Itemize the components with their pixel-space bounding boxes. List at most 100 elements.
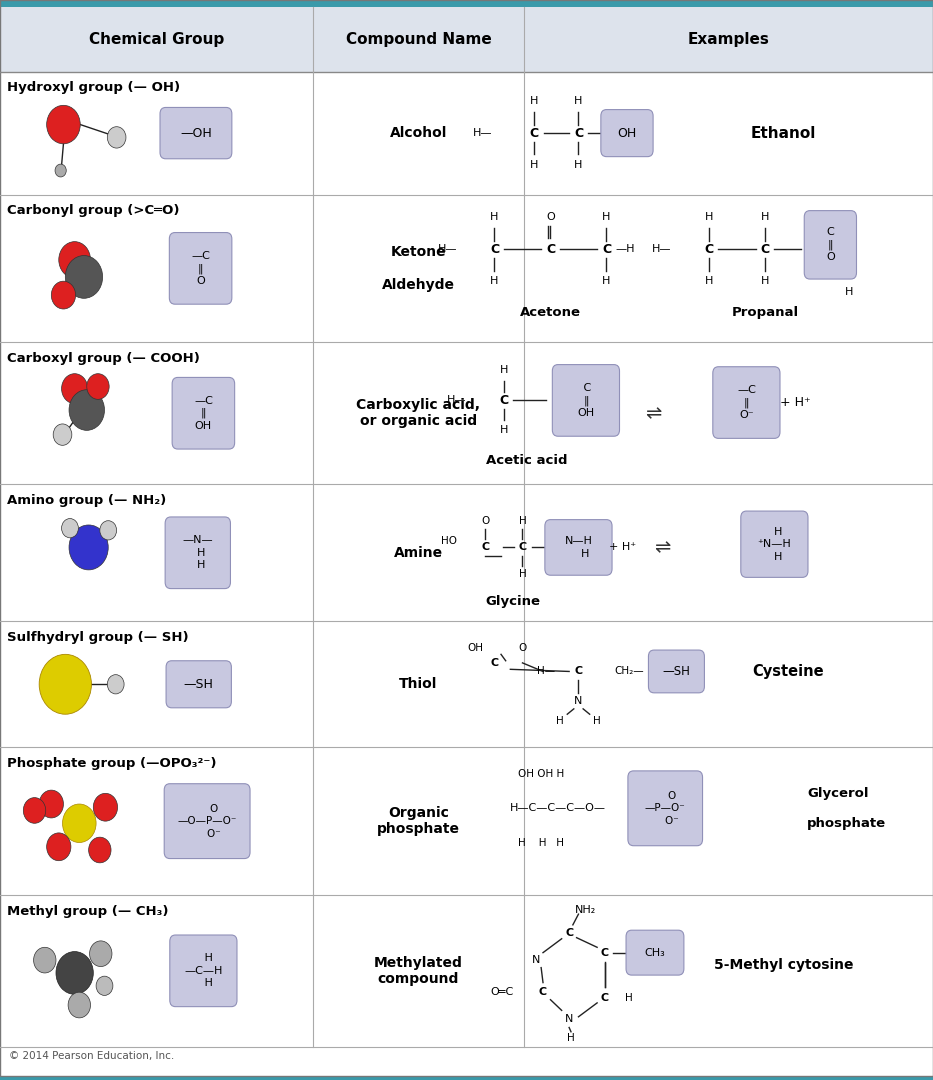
Text: H
⁺N—H
  H: H ⁺N—H H xyxy=(758,527,791,562)
Text: Amino group (— NH₂): Amino group (— NH₂) xyxy=(7,494,167,507)
Circle shape xyxy=(56,951,93,995)
Text: O
—O—P—O⁻
    O⁻: O —O—P—O⁻ O⁻ xyxy=(177,804,237,838)
Text: Methylated
compound: Methylated compound xyxy=(374,956,463,986)
Text: N: N xyxy=(565,1014,573,1024)
Text: —C
‖
O: —C ‖ O xyxy=(191,251,210,286)
Text: H—: H— xyxy=(447,395,466,405)
Text: ⇌: ⇌ xyxy=(645,404,661,422)
Text: O: O xyxy=(519,643,526,653)
FancyBboxPatch shape xyxy=(164,784,250,859)
Text: Ethanol: Ethanol xyxy=(751,125,816,140)
Text: H: H xyxy=(491,212,498,222)
Text: Glycerol: Glycerol xyxy=(807,787,869,800)
Text: C: C xyxy=(481,542,489,553)
Text: H: H xyxy=(500,426,508,435)
Text: NH₂: NH₂ xyxy=(576,905,596,915)
Text: H—: H— xyxy=(473,129,493,138)
Bar xyxy=(0,342,933,484)
Text: C: C xyxy=(546,243,555,256)
Text: Phosphate group (—OPO₃²⁻): Phosphate group (—OPO₃²⁻) xyxy=(7,757,217,770)
FancyBboxPatch shape xyxy=(626,930,684,975)
FancyBboxPatch shape xyxy=(713,367,780,438)
Text: C: C xyxy=(760,243,770,256)
Text: H: H xyxy=(705,212,713,222)
FancyBboxPatch shape xyxy=(545,519,612,576)
Text: Acetone: Acetone xyxy=(520,306,581,319)
Text: Methyl group (— CH₃): Methyl group (— CH₃) xyxy=(7,905,169,918)
Text: Organic
phosphate: Organic phosphate xyxy=(377,806,460,836)
Text: OH: OH xyxy=(618,126,636,139)
Text: Carboxyl group (— COOH): Carboxyl group (— COOH) xyxy=(7,352,201,365)
Text: Glycine: Glycine xyxy=(486,595,540,608)
Text: H: H xyxy=(603,276,610,286)
FancyBboxPatch shape xyxy=(804,211,856,279)
Text: C: C xyxy=(499,394,508,407)
Text: H: H xyxy=(500,365,508,376)
Text: —H: —H xyxy=(616,244,635,254)
Text: Thiol: Thiol xyxy=(399,677,438,691)
Text: Cysteine: Cysteine xyxy=(753,664,824,679)
Text: Ketone

Aldehyde: Ketone Aldehyde xyxy=(382,245,455,292)
Circle shape xyxy=(51,281,76,309)
Text: H: H xyxy=(625,993,633,1002)
Bar xyxy=(0,71,933,194)
Text: C: C xyxy=(519,542,526,553)
Text: —SH: —SH xyxy=(184,678,214,691)
Bar xyxy=(0,747,933,895)
Bar xyxy=(0,8,933,71)
Text: N—H
    H: N—H H xyxy=(564,537,592,558)
FancyBboxPatch shape xyxy=(601,109,653,157)
Text: 5-Methyl cytosine: 5-Methyl cytosine xyxy=(714,958,854,972)
Text: C: C xyxy=(490,243,499,256)
Text: C: C xyxy=(601,993,608,1002)
FancyBboxPatch shape xyxy=(552,365,620,436)
Circle shape xyxy=(68,993,91,1017)
Circle shape xyxy=(39,791,63,818)
Text: C: C xyxy=(602,243,611,256)
Bar xyxy=(0,484,933,621)
FancyBboxPatch shape xyxy=(648,650,704,693)
Text: H—: H— xyxy=(438,244,457,254)
Circle shape xyxy=(47,106,80,144)
Text: H
—C—H
   H: H —C—H H xyxy=(184,954,223,988)
Text: + H⁺: + H⁺ xyxy=(780,396,811,409)
Text: C: C xyxy=(704,243,714,256)
FancyBboxPatch shape xyxy=(741,511,808,578)
Text: H: H xyxy=(845,287,853,297)
FancyBboxPatch shape xyxy=(160,107,231,159)
Text: ⇌: ⇌ xyxy=(654,538,671,557)
Text: CH₂—: CH₂— xyxy=(614,666,644,676)
Text: H: H xyxy=(603,212,610,222)
Text: C
‖
O: C ‖ O xyxy=(826,227,835,262)
Text: Amine: Amine xyxy=(394,545,443,559)
Bar xyxy=(0,621,933,747)
Text: —C
‖
OH: —C ‖ OH xyxy=(194,395,213,431)
Text: —C
‖
O⁻: —C ‖ O⁻ xyxy=(737,384,756,420)
Text: H    H   H: H H H xyxy=(518,837,564,848)
Text: © 2014 Pearson Education, Inc.: © 2014 Pearson Education, Inc. xyxy=(9,1051,174,1061)
Circle shape xyxy=(107,675,124,694)
Text: H: H xyxy=(575,96,582,106)
Text: HO: HO xyxy=(441,536,457,546)
Text: H: H xyxy=(491,276,498,286)
Circle shape xyxy=(90,941,112,967)
Text: O
—P—O⁻
    O⁻: O —P—O⁻ O⁻ xyxy=(645,791,686,826)
Circle shape xyxy=(39,654,91,714)
Text: Compound Name: Compound Name xyxy=(345,32,492,48)
Text: C: C xyxy=(529,126,538,139)
Bar xyxy=(0,194,933,342)
Text: —SH: —SH xyxy=(662,665,690,678)
Bar xyxy=(0,0,933,8)
Text: H: H xyxy=(593,716,601,726)
Text: H: H xyxy=(519,569,526,579)
Text: CH₃: CH₃ xyxy=(645,947,665,958)
Text: Propanal: Propanal xyxy=(731,306,799,319)
Text: H: H xyxy=(556,716,564,726)
Text: H—: H— xyxy=(537,666,555,676)
Text: H—C—C—C—O—: H—C—C—C—O— xyxy=(510,804,606,813)
Circle shape xyxy=(62,518,78,538)
Circle shape xyxy=(93,794,118,821)
Circle shape xyxy=(87,374,109,400)
Text: C: C xyxy=(491,658,498,667)
Text: Alcohol: Alcohol xyxy=(390,126,447,140)
